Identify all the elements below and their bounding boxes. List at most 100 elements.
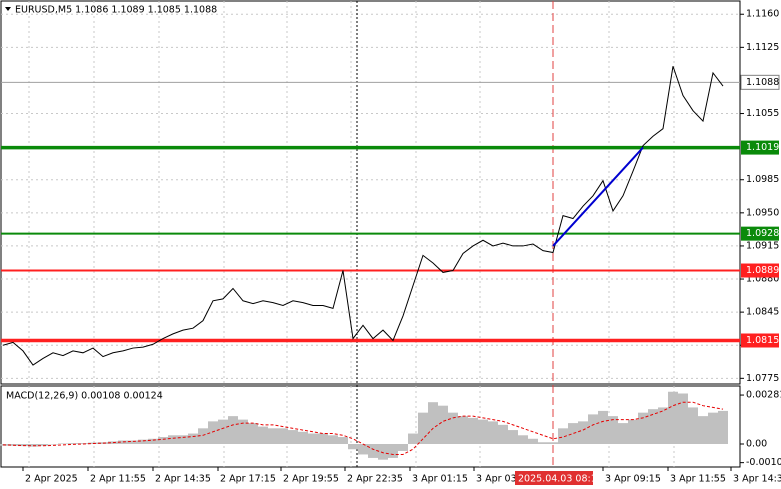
macd-bar: [348, 444, 358, 450]
macd-bar: [608, 416, 618, 445]
level-label: 1.0928: [746, 228, 779, 239]
trend-line: [552, 146, 644, 247]
cursor-label: 2025.04.03 08:15: [518, 474, 603, 485]
macd-bar: [398, 444, 408, 451]
x-tick-label: 3 Apr 01:15: [412, 474, 468, 485]
macd-bar: [618, 423, 628, 445]
x-tick-label: 2 Apr 22:35: [347, 474, 403, 485]
current-price-box: [740, 74, 780, 90]
menu-arrow: [5, 7, 11, 11]
macd-bar: [508, 430, 518, 445]
level-label: 1.0889: [746, 265, 779, 276]
macd-bar: [708, 412, 718, 445]
y-tick-label: 1.0985: [746, 174, 779, 185]
macd-bar: [478, 419, 488, 445]
y-tick-label: 1.1055: [746, 108, 779, 119]
macd-bar: [38, 444, 48, 446]
x-tick-label: 2 Apr 17:15: [220, 474, 276, 485]
macd-bar: [138, 439, 148, 445]
macd-bar: [438, 405, 448, 445]
macd-y-tick-label: 0.00: [746, 439, 767, 450]
y-tick-label: 1.0775: [746, 373, 779, 384]
macd-bar: [638, 412, 648, 445]
macd-bar: [568, 423, 578, 445]
macd-y-tick-label: -0.00107: [746, 457, 781, 468]
x-tick-label: 3 Apr 14:35: [733, 474, 781, 485]
macd-bar: [248, 423, 258, 445]
macd-bar: [488, 421, 498, 445]
macd-bar: [328, 435, 338, 445]
macd-bar: [718, 410, 728, 445]
macd-bar: [148, 438, 158, 445]
macd-bar: [528, 438, 538, 445]
main-panel-frame: [0, 0, 741, 385]
macd-bar: [428, 402, 438, 445]
macd-bar: [208, 421, 218, 445]
macd-bar: [628, 419, 638, 445]
x-tick-label: 3 Apr 09:15: [605, 474, 661, 485]
macd-bar: [378, 444, 388, 460]
macd-bar: [548, 442, 558, 445]
macd-bar: [198, 428, 208, 445]
macd-bar: [258, 426, 268, 445]
macd-bar: [58, 443, 68, 445]
y-tick-label: 1.1125: [746, 42, 779, 53]
macd-bar: [278, 428, 288, 445]
macd-bar: [648, 409, 658, 445]
macd-bar: [308, 433, 318, 445]
y-tick-label: 1.0845: [746, 307, 779, 318]
macd-bar: [8, 444, 18, 446]
macd-bar: [358, 444, 368, 455]
level-label-box: [741, 333, 779, 348]
macd-bar: [588, 414, 598, 445]
x-tick-label: 2 Apr 11:55: [90, 474, 146, 485]
cursor-label-box: [515, 471, 593, 485]
level-label: 1.1019: [746, 142, 779, 153]
macd-bar: [598, 410, 608, 445]
y-tick-label: 1.1160: [746, 9, 779, 20]
x-tick-label: 2 Apr 14:35: [155, 474, 211, 485]
macd-bar: [188, 433, 198, 445]
macd-title: MACD(12,26,9) 0.00108 0.00124: [6, 391, 163, 402]
macd-bar: [448, 412, 458, 445]
macd-bar: [368, 444, 378, 458]
macd-bar: [168, 435, 178, 445]
macd-bar: [238, 419, 248, 445]
macd-bar: [18, 444, 28, 447]
x-tick-label: 3 Apr 03:55: [476, 474, 532, 485]
macd-bar: [388, 444, 398, 458]
macd-bar: [68, 443, 78, 445]
macd-y-tick-label: 0.00281: [746, 390, 781, 401]
x-tick-label: 2 Apr 2025: [25, 474, 78, 485]
macd-bar: [408, 433, 418, 445]
level-label-box: [741, 263, 779, 278]
macd-bar: [678, 393, 688, 445]
x-tick-label: 2 Apr 19:55: [283, 474, 339, 485]
macd-bar: [158, 437, 168, 445]
macd-bar: [228, 416, 238, 445]
macd-bar: [48, 444, 58, 445]
macd-bar: [578, 421, 588, 445]
macd-bar: [668, 391, 678, 445]
macd-bar: [268, 428, 278, 445]
macd-bar: [288, 430, 298, 445]
symbol-header: EURUSD,M5 1.1086 1.1089 1.1085 1.1088: [15, 5, 217, 16]
macd-bar: [178, 435, 188, 445]
macd-bar: [418, 412, 428, 445]
macd-bar: [318, 433, 328, 445]
macd-bar: [498, 424, 508, 445]
macd-bar: [518, 435, 528, 445]
macd-bar: [658, 407, 668, 445]
x-tick-label: 3 Apr 11:55: [670, 474, 726, 485]
macd-bar: [698, 416, 708, 445]
macd-panel-frame: [0, 385, 741, 468]
current-price-label: 1.1088: [746, 77, 779, 88]
level-label-box: [741, 140, 779, 155]
price-line: [2, 66, 724, 366]
y-tick-label: 1.0880: [746, 274, 779, 285]
macd-bar: [458, 416, 468, 445]
macd-signal: [2, 401, 724, 455]
macd-bar: [688, 407, 698, 445]
